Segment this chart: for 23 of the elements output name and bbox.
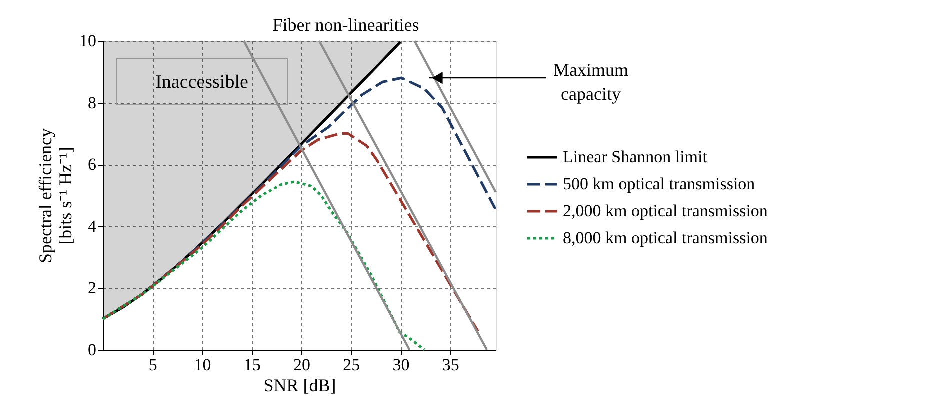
- y-tick-label: 0: [88, 340, 96, 360]
- x-axis-title: SNR [dB]: [264, 376, 336, 396]
- legend-label: 8,000 km optical transmission: [563, 228, 768, 248]
- y-tick-label: 2: [88, 278, 96, 298]
- x-tick-label: 30: [392, 356, 410, 374]
- x-tick-label: 25: [343, 356, 360, 374]
- legend-label: 500 km optical transmission: [563, 174, 756, 194]
- x-tick-label: 35: [442, 356, 460, 374]
- line-series: [102, 180, 426, 352]
- y-tick-label: 6: [88, 155, 96, 174]
- y-tick-label: 8: [88, 93, 96, 112]
- y-axis-title: Spectral efficiency [bits s⁻¹ Hz⁻¹]: [36, 128, 76, 264]
- legend-label: 2,000 km optical transmission: [563, 202, 768, 220]
- x-tick-label: 5: [148, 356, 158, 374]
- text: Fiber non-linearities: [272, 15, 420, 35]
- x-tick-label: 20: [293, 356, 310, 374]
- annotation: Maximum capacity: [554, 60, 628, 104]
- x-tick-label: 10: [194, 356, 212, 374]
- x-tick-label: 15: [244, 356, 261, 374]
- y-tick-label: 4: [88, 216, 97, 236]
- annotation: Inaccessible: [156, 72, 248, 93]
- legend-label: Linear Shannon limit: [563, 148, 708, 166]
- y-tick-label: 10: [80, 32, 96, 50]
